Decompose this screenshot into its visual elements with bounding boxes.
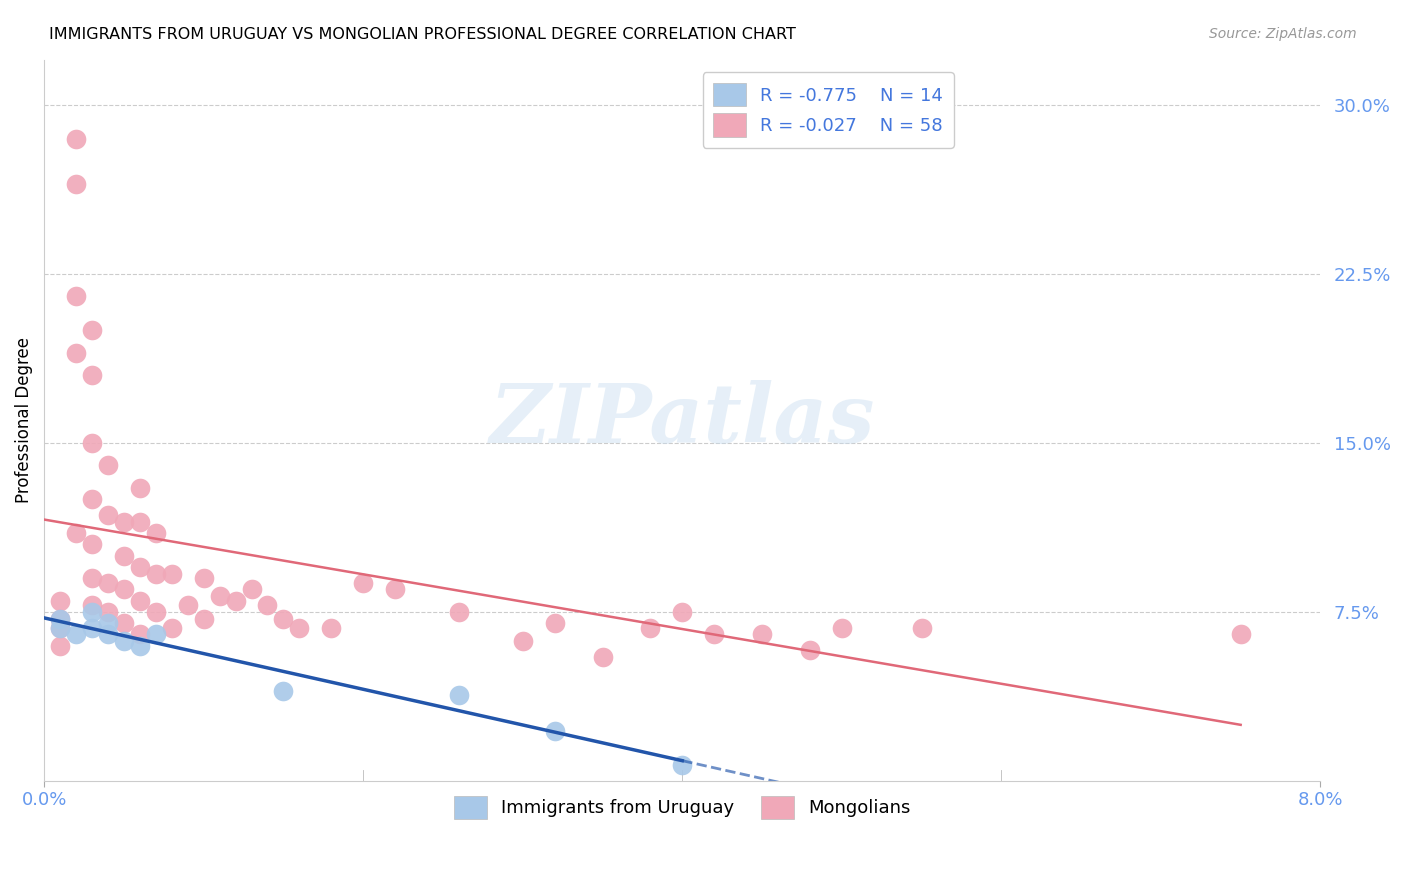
Point — [273, 683, 295, 698]
Point — [112, 549, 135, 563]
Point — [128, 593, 150, 607]
Point — [80, 571, 103, 585]
Point — [176, 598, 198, 612]
Y-axis label: Professional Degree: Professional Degree — [15, 337, 32, 503]
Point — [65, 345, 87, 359]
Point — [751, 627, 773, 641]
Point — [145, 605, 167, 619]
Point — [592, 650, 614, 665]
Point — [831, 621, 853, 635]
Point — [640, 621, 662, 635]
Point — [49, 612, 72, 626]
Point — [145, 566, 167, 581]
Point — [112, 515, 135, 529]
Text: Source: ZipAtlas.com: Source: ZipAtlas.com — [1209, 27, 1357, 41]
Point — [80, 435, 103, 450]
Point — [65, 289, 87, 303]
Point — [97, 627, 120, 641]
Point — [1229, 627, 1251, 641]
Point — [193, 612, 215, 626]
Point — [145, 627, 167, 641]
Point — [112, 616, 135, 631]
Point — [145, 526, 167, 541]
Point — [321, 621, 343, 635]
Point — [49, 621, 72, 635]
Point — [447, 605, 470, 619]
Text: ZIPatlas: ZIPatlas — [489, 380, 875, 460]
Point — [128, 627, 150, 641]
Point — [49, 612, 72, 626]
Point — [225, 593, 247, 607]
Point — [256, 598, 278, 612]
Point — [543, 724, 565, 739]
Point — [80, 368, 103, 383]
Point — [671, 758, 693, 772]
Point — [128, 515, 150, 529]
Point — [80, 605, 103, 619]
Point — [80, 598, 103, 612]
Point — [112, 582, 135, 597]
Point — [240, 582, 263, 597]
Point — [65, 131, 87, 145]
Point — [97, 508, 120, 522]
Point — [799, 643, 821, 657]
Point — [80, 323, 103, 337]
Point — [65, 627, 87, 641]
Point — [384, 582, 406, 597]
Point — [543, 616, 565, 631]
Point — [112, 634, 135, 648]
Point — [447, 689, 470, 703]
Point — [671, 605, 693, 619]
Point — [80, 621, 103, 635]
Point — [65, 177, 87, 191]
Point — [97, 458, 120, 473]
Point — [128, 639, 150, 653]
Point — [80, 492, 103, 507]
Point — [288, 621, 311, 635]
Point — [352, 575, 374, 590]
Point — [160, 566, 183, 581]
Point — [193, 571, 215, 585]
Legend: Immigrants from Uruguay, Mongolians: Immigrants from Uruguay, Mongolians — [447, 789, 918, 826]
Point — [49, 639, 72, 653]
Point — [65, 526, 87, 541]
Point — [97, 575, 120, 590]
Point — [910, 621, 932, 635]
Point — [128, 559, 150, 574]
Point — [160, 621, 183, 635]
Point — [703, 627, 725, 641]
Point — [208, 589, 231, 603]
Point — [97, 616, 120, 631]
Point — [128, 481, 150, 495]
Text: IMMIGRANTS FROM URUGUAY VS MONGOLIAN PROFESSIONAL DEGREE CORRELATION CHART: IMMIGRANTS FROM URUGUAY VS MONGOLIAN PRO… — [49, 27, 796, 42]
Point — [49, 621, 72, 635]
Point — [273, 612, 295, 626]
Point — [512, 634, 534, 648]
Point — [49, 593, 72, 607]
Point — [80, 537, 103, 551]
Point — [97, 605, 120, 619]
